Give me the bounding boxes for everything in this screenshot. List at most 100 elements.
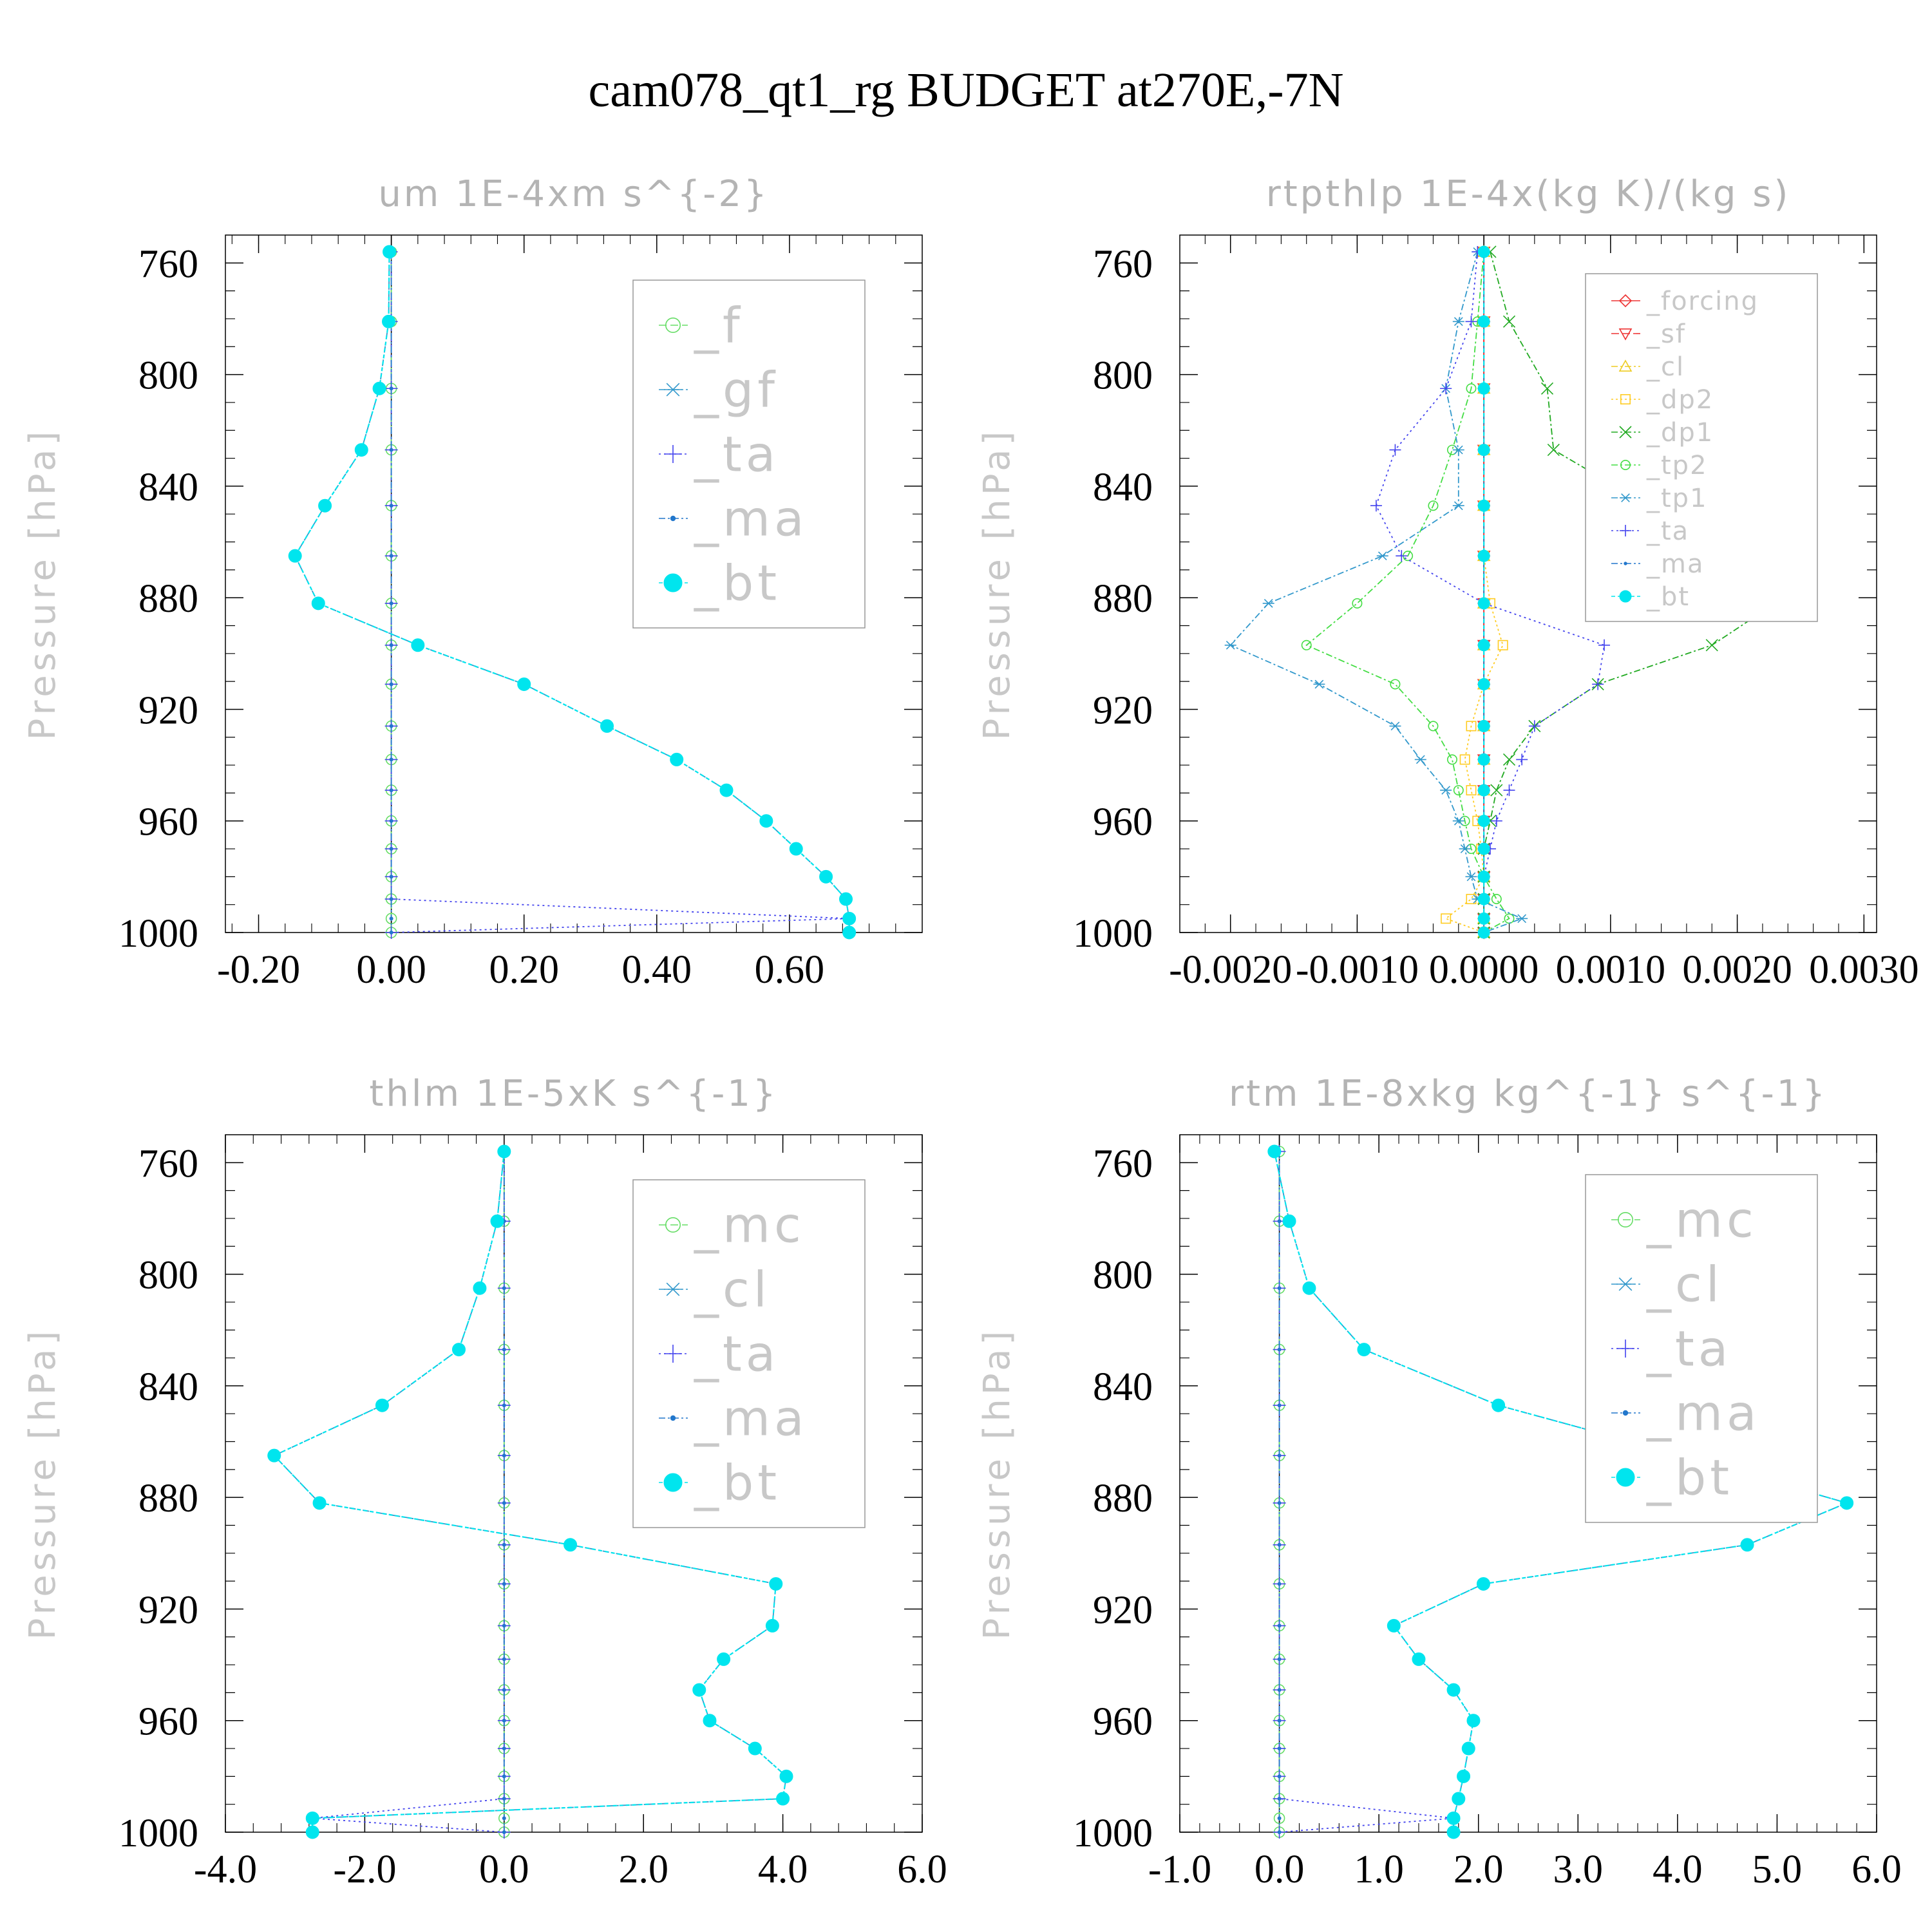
data-point (502, 1657, 506, 1662)
data-point (1598, 639, 1611, 651)
data-point (1705, 639, 1718, 652)
y-tick-label: 920 (1093, 688, 1153, 732)
data-point (1224, 640, 1236, 650)
data-point (1277, 1747, 1282, 1751)
data-point (1477, 753, 1490, 766)
data-point (1461, 1741, 1475, 1756)
data-point (1390, 679, 1401, 690)
data-point (1277, 1542, 1282, 1547)
data-point (490, 1214, 504, 1228)
legend: _mc _cl _ta _ma _bt (1585, 1174, 1818, 1523)
legend-item: _mc (1611, 1191, 1754, 1249)
x-tick-label: 4.0 (1653, 1848, 1703, 1891)
data-point (1453, 785, 1464, 796)
data-point (842, 925, 857, 940)
legend-item: _sf (1611, 319, 1685, 349)
y-tick-label: 960 (1093, 800, 1153, 844)
data-point (1277, 1688, 1282, 1692)
data-point (1262, 598, 1274, 608)
data-point (1313, 679, 1325, 689)
data-point (502, 1347, 506, 1352)
plot-frame (1179, 1134, 1877, 1833)
data-point (1414, 755, 1426, 764)
data-point (1477, 549, 1490, 562)
data-point (502, 1774, 506, 1779)
legend-marker (1620, 493, 1631, 502)
data-point (1477, 677, 1490, 690)
legend-item: _f (659, 297, 740, 354)
data-point (1516, 914, 1528, 923)
series-tp2 (1301, 246, 1515, 938)
data-point (372, 381, 386, 395)
data-point (502, 1454, 506, 1458)
page-title: cam078_qt1_rg BUDGET at270E,-7N (589, 63, 1344, 117)
data-point (389, 757, 393, 762)
data-point (1477, 639, 1490, 652)
y-tick-label: 800 (138, 1254, 198, 1298)
data-point (769, 1577, 783, 1591)
legend-label: _gf (694, 361, 779, 419)
data-point (1412, 1652, 1426, 1666)
y-tick-label: 880 (138, 577, 198, 621)
chart-panel-3: thlm 1E-5xK s^{-1} Pressure [hPa] 760 800 84… (22, 1073, 947, 1891)
data-point (502, 1501, 506, 1505)
x-tick-label: 6.0 (897, 1848, 947, 1891)
data-point (703, 1714, 717, 1728)
legend-label: _bt (1646, 1449, 1733, 1506)
y-tick-label: 1000 (1073, 912, 1153, 956)
y-tick-label: 840 (138, 1365, 198, 1409)
plot-frame (225, 1134, 923, 1833)
y-tick-label: 760 (138, 242, 198, 286)
legend-marker (670, 515, 676, 522)
legend-item: _bt (1611, 1449, 1733, 1506)
data-point (776, 1792, 790, 1806)
data-point (305, 1825, 319, 1839)
legend-marker (664, 1282, 682, 1296)
data-point (389, 897, 393, 902)
data-point (1440, 383, 1452, 395)
data-point (451, 1343, 466, 1357)
legend: _f _gf _ta _ma _bt (632, 279, 866, 629)
legend-item: _cl (1611, 352, 1683, 382)
data-point (1277, 1454, 1282, 1458)
legend-item: _ma (1611, 1385, 1757, 1442)
legend: _mc _cl _ta _ma _bt (632, 1179, 866, 1528)
data-point (1376, 551, 1388, 561)
data-point (748, 1741, 762, 1756)
legend-label: _ma (694, 490, 808, 547)
legend-item: _ta (1611, 516, 1688, 546)
x-tick-label: 0.60 (755, 948, 825, 992)
data-point (411, 638, 425, 652)
data-point (381, 314, 395, 328)
legend-label: _bt (1646, 582, 1690, 612)
panels: um 1E-4xm s^{-2} Pressure [hPa] 760 800 840 8… (22, 173, 1919, 1891)
data-point (1477, 842, 1490, 855)
legend-marker (664, 445, 682, 463)
plot-frame (225, 234, 923, 933)
chart-panel-1: um 1E-4xm s^{-2} Pressure [hPa] 760 800 840 8… (22, 173, 923, 992)
data-point (1396, 550, 1408, 562)
y-axis-label: Pressure [hPa] (22, 428, 64, 741)
data-point (1840, 1496, 1854, 1510)
data-point (389, 682, 393, 687)
data-point (842, 911, 857, 925)
data-point (389, 931, 393, 934)
plot-frame (1179, 234, 1877, 933)
data-point (1477, 597, 1490, 610)
data-point (1490, 815, 1502, 827)
data-point (1477, 499, 1490, 512)
legend-marker (1618, 1212, 1634, 1228)
x-tick-label: -1.0 (1148, 1848, 1211, 1891)
y-tick-label: 920 (138, 1588, 198, 1632)
data-point (1503, 784, 1515, 797)
y-tick-label: 760 (1093, 242, 1153, 286)
legend-marker (1620, 525, 1631, 536)
data-point (1477, 784, 1490, 797)
data-point (1428, 500, 1439, 511)
data-point (1740, 1538, 1754, 1552)
data-point (1277, 1403, 1282, 1408)
series-line (1278, 1151, 1454, 1833)
x-tick-label: 0.0 (479, 1848, 529, 1891)
data-point (517, 677, 531, 691)
legend-label: _ta (694, 1325, 779, 1383)
